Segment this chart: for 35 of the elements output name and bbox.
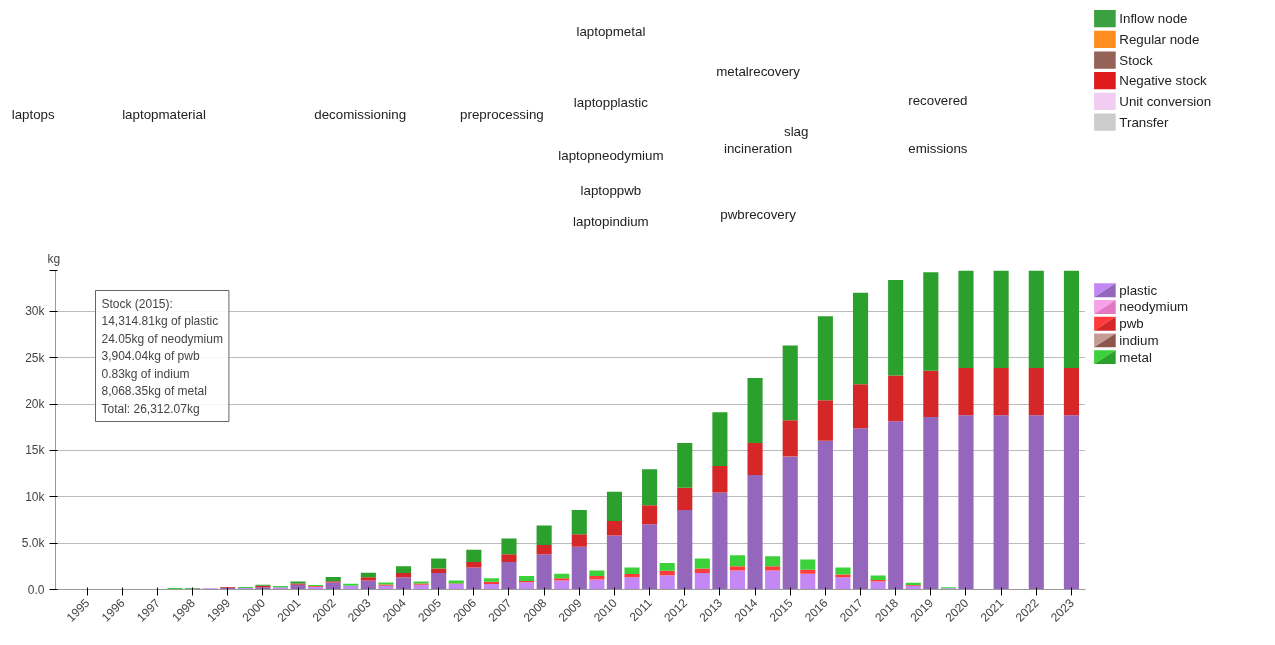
y-tick-label: 30k — [25, 304, 46, 319]
legend-label: plastic — [1119, 282, 1158, 298]
text: metalrecovery — [716, 64, 801, 80]
y-tick-label: 20k — [25, 397, 46, 412]
text: decomissioning — [314, 107, 407, 123]
legend-label: indium — [1119, 332, 1159, 348]
y-tick-label: 15k — [25, 443, 46, 458]
text: pwbrecovery — [720, 207, 797, 223]
y-tick-label: 0.0 — [27, 582, 45, 597]
text: emissions — [908, 140, 968, 156]
y-tick-label: 25k — [25, 350, 46, 365]
y-tick-label: 10k — [25, 489, 46, 504]
text: incineration — [723, 140, 793, 156]
text: laptoppwb — [580, 183, 642, 199]
legend-label: Regular node — [1119, 31, 1200, 47]
text: preprocessing — [460, 107, 544, 123]
annotation: Stock (2015): 14,314.81kg of plastic 24.05kg of neodymium 3,904.04kg of pwb 0.83kg of indium 8,068.35kg of metal Total: 26,312.07kg — [101, 296, 223, 416]
legend-label: pwb — [1119, 316, 1144, 332]
legend-label: Unit conversion — [1119, 93, 1212, 109]
text: laptopplastic — [573, 95, 649, 111]
legend-label: Transfer — [1119, 114, 1169, 130]
legend-label: Negative stock — [1119, 73, 1208, 89]
y-tick-label: 5.0k — [21, 536, 46, 551]
legend-label: neodymium — [1119, 299, 1189, 315]
y-axis-title: kg — [47, 251, 61, 266]
text: laptopmaterial — [122, 107, 206, 123]
text: laptopneodymium — [558, 147, 664, 163]
text: recovered — [908, 92, 968, 108]
text: laptopindium — [573, 214, 649, 230]
legend-label: Inflow node — [1119, 11, 1188, 27]
legend-label: metal — [1119, 349, 1152, 365]
text: slag — [783, 123, 809, 139]
text: laptops — [11, 107, 56, 123]
text: laptopmetal — [576, 23, 646, 39]
legend-label: Stock — [1119, 52, 1153, 68]
